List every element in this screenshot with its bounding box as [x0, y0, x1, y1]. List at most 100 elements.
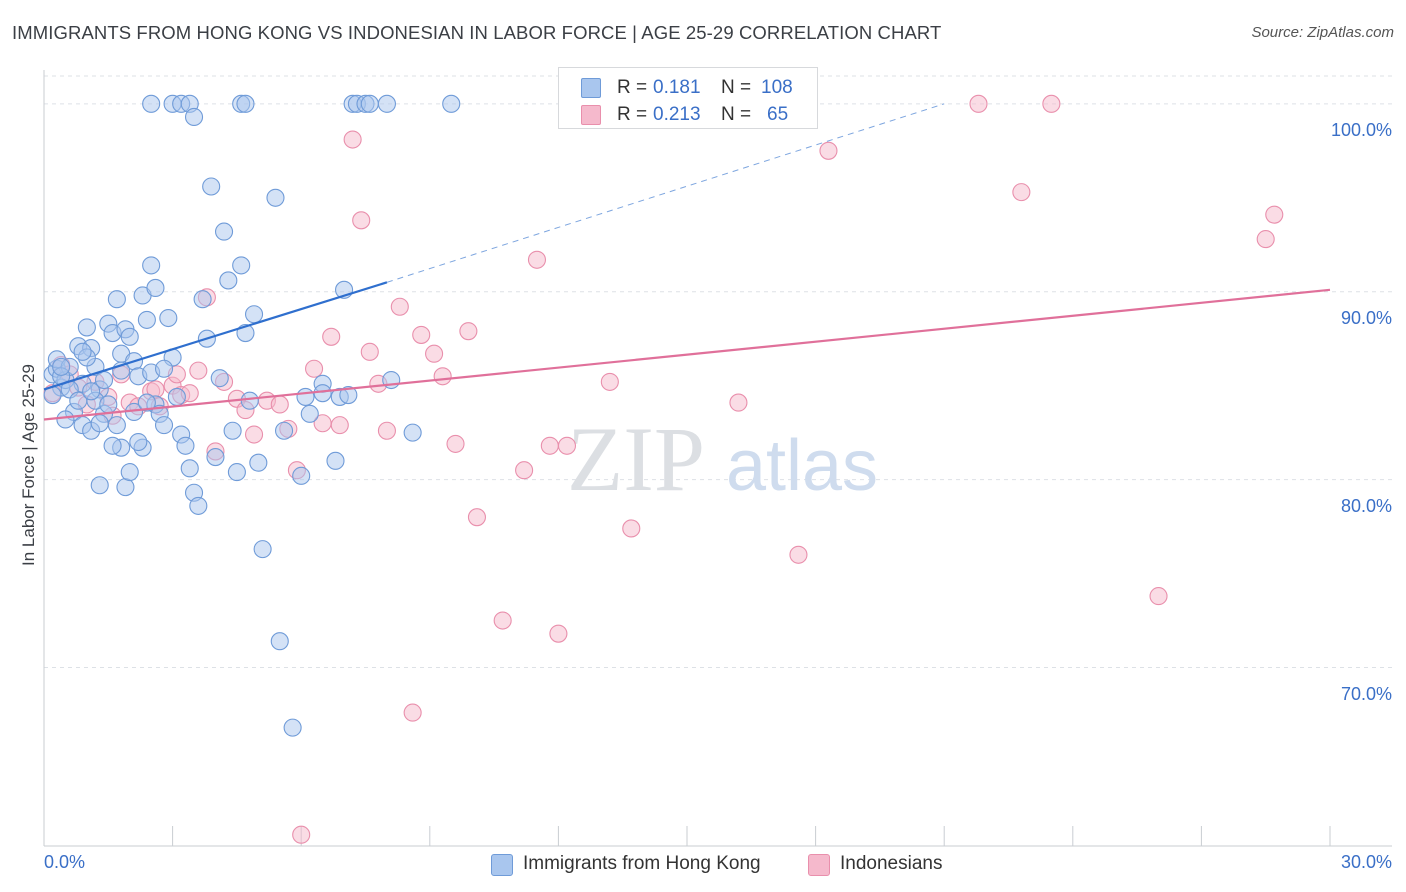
- hong-kong-point: [266, 188, 285, 207]
- hong-kong-trend-extension: [386, 103, 945, 283]
- hong-kong-point: [176, 436, 195, 455]
- indonesian-point: [305, 359, 324, 378]
- hong-kong-point: [377, 94, 396, 113]
- y-axis-label: In Labor Force | Age 25-29: [19, 364, 38, 566]
- trend-lines: [43, 103, 1331, 421]
- indonesian-point: [403, 703, 422, 722]
- hong-kong-point: [69, 391, 88, 410]
- hong-kong-point: [56, 410, 75, 429]
- hong-kong-point: [137, 393, 156, 412]
- hong-kong-point: [202, 177, 221, 196]
- hong-kong-point: [142, 256, 161, 275]
- legend-n-label: N =: [721, 104, 752, 125]
- hong-kong-point: [73, 342, 92, 361]
- hong-kong-point: [326, 451, 345, 470]
- hong-kong-point: [142, 94, 161, 113]
- hong-kong-point: [154, 359, 174, 378]
- hong-kong-point: [360, 94, 379, 113]
- hong-kong-point: [116, 478, 135, 497]
- bottom-legend-swatch-blue: [491, 854, 513, 876]
- hong-kong-point: [300, 404, 319, 423]
- indonesian-point: [330, 416, 349, 435]
- hong-kong-point: [292, 466, 311, 485]
- hong-kong-point: [403, 423, 422, 442]
- indonesian-point: [377, 421, 396, 440]
- hong-kong-point: [339, 386, 358, 405]
- hong-kong-point: [227, 463, 246, 482]
- hong-kong-point: [90, 476, 109, 495]
- y-tick-label: 100.0%: [1330, 119, 1392, 140]
- legend-r-label: R =: [617, 104, 648, 125]
- hong-kong-point: [219, 271, 238, 290]
- hong-kong-point: [154, 416, 174, 435]
- indonesian-trend-line: [43, 288, 1331, 421]
- indonesian-point: [343, 130, 362, 149]
- hong-kong-point: [214, 222, 234, 241]
- hong-kong-point: [283, 718, 302, 737]
- hong-kong-point: [210, 369, 229, 388]
- bottom-legend-label: Indonesians: [840, 853, 943, 874]
- hong-kong-point: [223, 421, 242, 440]
- indonesian-point: [819, 141, 838, 160]
- hong-kong-point: [244, 305, 264, 324]
- indonesian-point: [412, 325, 431, 344]
- indonesian-point: [557, 436, 577, 455]
- indonesian-point: [390, 297, 409, 316]
- hong-kong-point: [107, 290, 126, 309]
- gridlines: [44, 75, 1392, 669]
- hong-kong-point: [52, 357, 71, 376]
- hong-kong-trend-line: [43, 281, 388, 391]
- hong-kong-point: [107, 416, 126, 435]
- indonesian-point: [493, 611, 512, 630]
- hong-kong-point: [206, 448, 225, 467]
- indonesian-point: [729, 393, 748, 412]
- hong-kong-point: [99, 395, 118, 414]
- indonesian-point: [360, 342, 379, 361]
- indonesian-point: [515, 461, 534, 480]
- indonesian-point: [969, 94, 988, 113]
- hong-kong-point: [442, 94, 461, 113]
- indonesian-point: [322, 327, 341, 346]
- hong-kong-point: [82, 382, 101, 401]
- hong-kong-point: [275, 421, 294, 440]
- hong-kong-point: [90, 414, 109, 433]
- bottom-legend-label: Immigrants from Hong Kong: [523, 853, 761, 874]
- indonesian-point: [540, 436, 559, 455]
- indonesian-point: [1042, 94, 1061, 113]
- indonesian-point: [622, 519, 641, 538]
- hong-kong-point: [240, 391, 259, 410]
- hong-kong-point: [184, 107, 204, 127]
- hong-kong-point: [313, 384, 332, 403]
- hong-kong-point: [120, 463, 139, 482]
- x-tick-label: 0.0%: [44, 852, 86, 872]
- indonesian-point: [527, 250, 547, 269]
- axes: [43, 70, 1392, 847]
- hong-kong-point: [137, 310, 156, 329]
- indonesian-point: [446, 434, 465, 453]
- indonesian-point: [352, 211, 371, 230]
- source-credit: Source: ZipAtlas.com: [1251, 24, 1394, 41]
- hong-kong-point: [270, 632, 289, 651]
- indonesian-point: [1256, 230, 1275, 249]
- hong-kong-point: [129, 432, 148, 452]
- hong-kong-point: [193, 290, 212, 309]
- indonesian-point: [467, 508, 487, 527]
- indonesian-point: [189, 361, 208, 380]
- hong-kong-point: [249, 453, 268, 472]
- correlation-legend: R = 0.181 N = 108 R = 0.213 N = 65: [558, 67, 818, 129]
- indonesian-point: [600, 372, 619, 391]
- legend-n-value: 65: [767, 104, 789, 125]
- y-tick-label: 90.0%: [1340, 307, 1392, 328]
- hong-kong-point: [167, 387, 186, 406]
- legend-swatch-pink: [581, 105, 601, 125]
- watermark-zip: ZIP: [567, 408, 705, 510]
- indonesian-point: [292, 825, 311, 844]
- y-axis-label-wrap: In Labor Force | Age 25-29: [18, 364, 40, 566]
- chart-title: IMMIGRANTS FROM HONG KONG VS INDONESIAN …: [12, 22, 942, 43]
- legend-r-value: 0.181: [653, 77, 701, 98]
- legend-n-value: 108: [761, 77, 793, 98]
- indonesian-point: [425, 344, 444, 363]
- indonesian-point: [244, 425, 264, 444]
- hong-kong-point: [180, 459, 199, 478]
